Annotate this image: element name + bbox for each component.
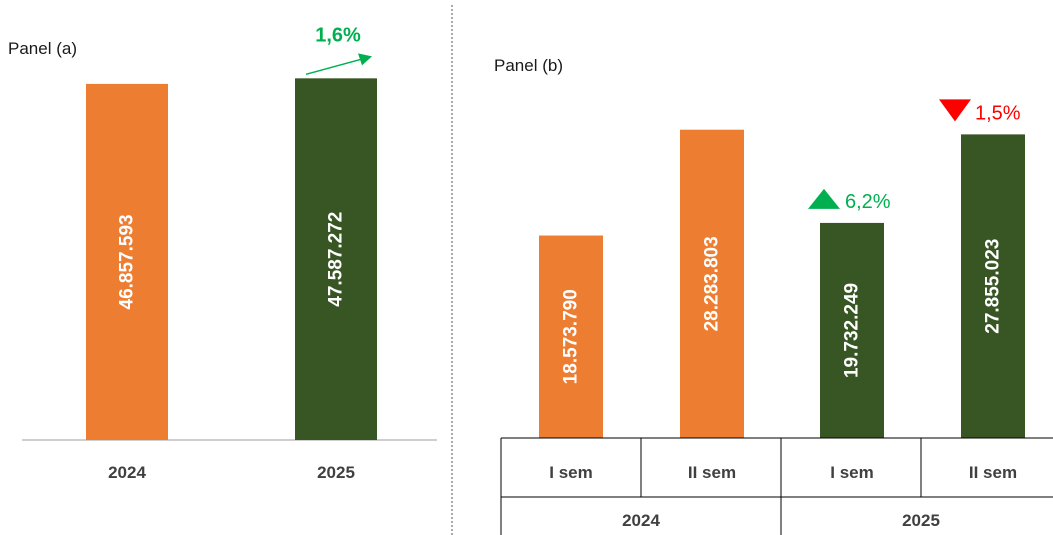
data-label: 27.855.023: [983, 239, 1004, 334]
bar: [961, 134, 1025, 438]
data-label: 19.732.249: [842, 283, 863, 378]
x-tick-label: 2025: [317, 463, 355, 482]
change-label: 1,6%: [315, 24, 361, 46]
panel-a-title: Panel (a): [8, 39, 77, 58]
bar: [86, 83, 168, 440]
x-tick-label: I sem: [549, 463, 592, 482]
x-tick-label: 2024: [108, 463, 146, 482]
down-triangle-icon: [939, 99, 971, 122]
group-label: 2025: [902, 511, 940, 530]
change-label: 1,5%: [975, 102, 1021, 124]
change-label: 6,2%: [845, 191, 891, 213]
x-tick-label: II sem: [688, 463, 736, 482]
arrow-head-icon: [358, 53, 372, 66]
bar: [539, 235, 603, 438]
group-label: 2024: [622, 511, 660, 530]
data-label: 46.857.593: [117, 214, 138, 309]
panel-b-axis: 2024 2025: [500, 437, 1053, 535]
panel-a-bars: 46.857.593 2024 47.587.272 2025 1,6%: [86, 24, 377, 482]
x-tick-label: II sem: [969, 463, 1017, 482]
data-label: 18.573.790: [561, 289, 582, 384]
bar: [680, 129, 744, 438]
panel-b-bars: 18.573.790 I sem 28.283.803 II sem 19.732.24…: [539, 99, 1025, 482]
arrow-line: [305, 58, 362, 76]
up-triangle-icon: [808, 188, 840, 209]
panel-b-title: Panel (b): [494, 56, 563, 75]
bar: [295, 78, 377, 440]
x-tick-label: I sem: [830, 463, 873, 482]
bar: [820, 222, 884, 438]
data-label: 47.587.272: [326, 212, 347, 307]
data-label: 28.283.803: [702, 236, 723, 331]
